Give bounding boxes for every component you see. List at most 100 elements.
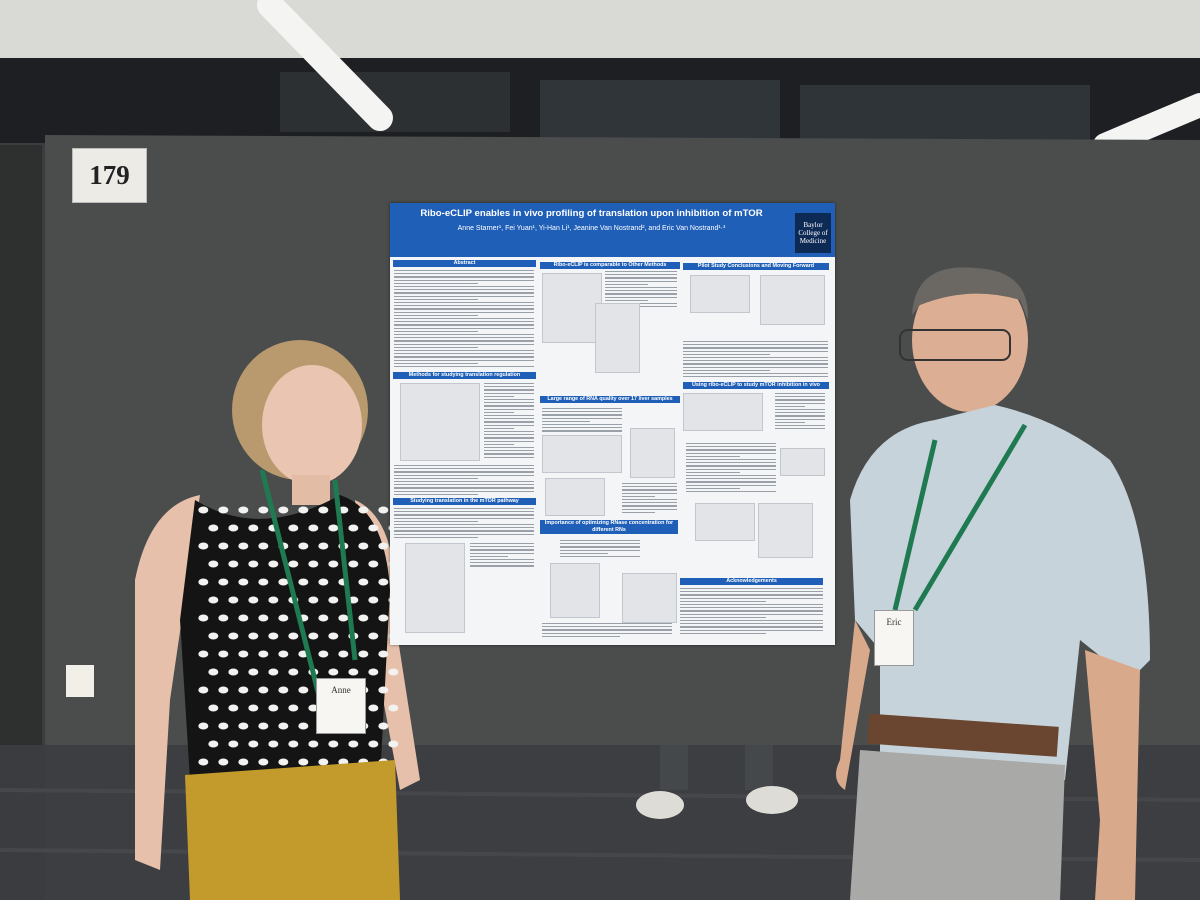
dot <box>228 740 239 748</box>
text-line <box>542 420 590 423</box>
dot <box>298 578 309 586</box>
text-line <box>542 424 622 426</box>
dot <box>298 686 309 694</box>
dot <box>318 650 329 658</box>
text-line <box>394 270 534 272</box>
text-line <box>683 344 828 346</box>
hair <box>912 267 1029 320</box>
dot <box>198 686 209 694</box>
section-header: Using ribo-eCLIP to study mTOR inhibitio… <box>683 382 829 389</box>
dot <box>268 632 279 640</box>
text-line <box>484 386 534 388</box>
dot <box>298 542 309 550</box>
dot <box>218 542 229 550</box>
text-line <box>680 607 823 609</box>
dot <box>258 722 269 730</box>
dot <box>328 632 339 640</box>
dot <box>308 560 319 568</box>
dot <box>238 542 249 550</box>
text-line <box>394 308 534 310</box>
dot <box>238 506 249 514</box>
dot <box>358 578 369 586</box>
text-line <box>394 474 534 476</box>
text-line <box>484 411 514 414</box>
arm <box>135 495 200 870</box>
text-line <box>680 610 823 612</box>
text-line <box>394 295 534 297</box>
figure <box>542 435 622 473</box>
side-board <box>0 145 42 745</box>
text-line <box>683 353 770 356</box>
text-line <box>775 402 825 404</box>
text-line <box>394 511 534 513</box>
figure <box>400 383 480 461</box>
dot <box>278 614 289 622</box>
text-line <box>542 408 622 410</box>
text-line <box>484 447 534 449</box>
poster-header: Ribo-eCLIP enables in vivo profiling of … <box>390 203 835 257</box>
dot <box>268 704 279 712</box>
text-line <box>605 274 677 276</box>
dot <box>248 632 259 640</box>
figure <box>550 563 600 618</box>
dot <box>238 686 249 694</box>
figure <box>683 393 763 431</box>
section-header: Abstract <box>393 260 536 267</box>
text-line <box>484 408 534 410</box>
text-line <box>622 511 655 514</box>
dot <box>348 668 359 676</box>
text-line <box>605 290 677 292</box>
text-line <box>542 635 620 638</box>
dot <box>298 758 309 766</box>
dot <box>268 596 279 604</box>
text-line <box>470 555 509 558</box>
text-line <box>605 283 649 286</box>
text-line <box>394 490 534 492</box>
text-line <box>686 465 776 467</box>
text-line <box>542 626 672 628</box>
dot <box>248 740 259 748</box>
ceiling-light <box>1093 93 1200 157</box>
text-line <box>683 369 770 372</box>
dot <box>308 524 319 532</box>
face <box>912 268 1028 412</box>
dot <box>278 506 289 514</box>
text-line <box>470 552 534 554</box>
poster-logo: Baylor College of Medicine <box>795 213 831 253</box>
text-line <box>394 362 478 365</box>
text-line <box>686 475 776 477</box>
text-line <box>394 302 534 304</box>
text-line <box>686 484 776 486</box>
text-line <box>542 430 622 432</box>
text-line <box>775 396 825 398</box>
dot <box>218 758 229 766</box>
section-header: Methods for studying translation regulat… <box>393 372 536 379</box>
text-line <box>470 565 534 567</box>
text-line <box>484 418 534 420</box>
text-line <box>683 341 828 343</box>
text-line <box>775 405 805 408</box>
dot <box>258 614 269 622</box>
text-line <box>470 546 534 548</box>
text-line <box>683 347 828 349</box>
dot <box>278 722 289 730</box>
dot <box>318 758 329 766</box>
dot <box>228 560 239 568</box>
dot <box>198 542 209 550</box>
dot <box>198 578 209 586</box>
text-line <box>683 376 828 378</box>
dot <box>328 596 339 604</box>
text-line <box>394 282 478 285</box>
dot <box>378 578 389 586</box>
dot <box>288 560 299 568</box>
text-line <box>394 468 534 470</box>
text-line <box>560 552 608 555</box>
dot <box>378 506 389 514</box>
text-line <box>394 356 534 358</box>
text-line <box>484 415 534 417</box>
text-line <box>775 399 825 401</box>
text-line <box>394 350 534 352</box>
text-line <box>775 425 825 427</box>
dot <box>278 650 289 658</box>
text-line <box>542 411 622 413</box>
